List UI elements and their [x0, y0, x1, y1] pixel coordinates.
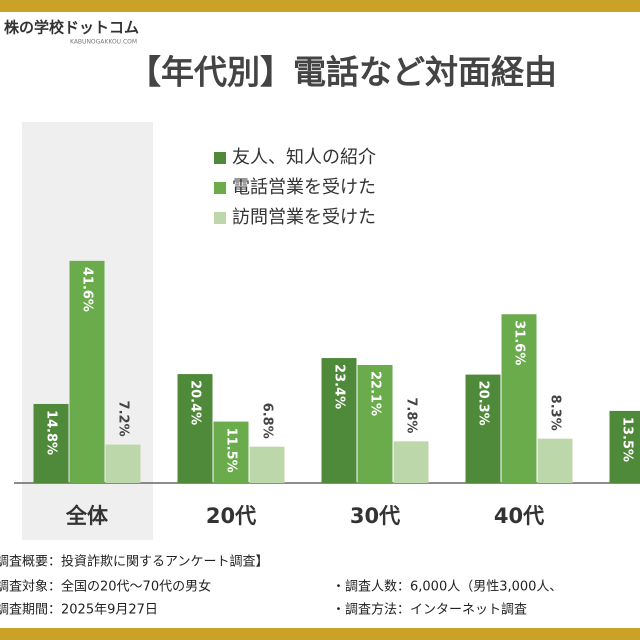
x-tick-label: 全体: [65, 504, 109, 528]
value-label: 31.6%: [512, 320, 527, 365]
bar: [69, 260, 105, 483]
top-border: [0, 0, 640, 12]
bar: [465, 374, 501, 483]
note: 調査概要：投資詐欺に関するアンケート調査】: [0, 554, 268, 570]
x-tick-label: 30代: [350, 504, 400, 528]
value-label: 20.3%: [476, 381, 491, 426]
bar: [609, 410, 640, 483]
logo: 株の学校ドットコム: [4, 19, 139, 37]
bar: [105, 444, 141, 483]
value-label: 20.4%: [188, 380, 203, 425]
value-label: 22.1%: [368, 371, 383, 416]
bar: [357, 364, 393, 483]
bar: [321, 358, 357, 483]
value-label: 11.5%: [224, 428, 239, 473]
note: 調査期間：2025年9月27日: [0, 603, 158, 618]
note: ・調査人数：6,000人（男性3,000人、: [332, 580, 562, 595]
chart-title: 【年代別】電話など対面経由: [128, 53, 557, 92]
legend-label: 訪問営業を受けた: [232, 207, 376, 228]
bottom-border: [0, 628, 640, 640]
value-label: 23.4%: [332, 364, 347, 409]
logo-sub: KABUNOGAKKOU.COM: [70, 39, 137, 46]
value-label: 41.6%: [80, 267, 95, 312]
bar: [249, 446, 285, 483]
bar: [33, 403, 69, 483]
legend-label: 電話営業を受けた: [232, 177, 376, 198]
value-label: 13.5%: [620, 417, 635, 462]
x-tick-label: 20代: [206, 504, 256, 528]
value-label: 8.3%: [548, 395, 563, 431]
value-label: 6.8%: [260, 403, 275, 439]
bar: [213, 421, 249, 483]
legend-swatch: [214, 182, 226, 194]
bar: [393, 441, 429, 483]
value-label: 7.8%: [404, 397, 419, 433]
legend-label: 友人、知人の紹介: [232, 147, 376, 168]
bar: [501, 314, 537, 483]
legend-swatch: [214, 212, 226, 224]
x-tick-label: 40代: [494, 504, 544, 528]
legend-swatch: [214, 152, 226, 164]
bar: [177, 374, 213, 483]
note: ・調査方法：インターネット調査: [332, 602, 527, 618]
value-label: 7.2%: [116, 401, 131, 437]
note: 調査対象：全国の20代～70代の男女: [0, 579, 211, 595]
value-label: 14.8%: [44, 410, 59, 455]
bar: [537, 438, 573, 483]
